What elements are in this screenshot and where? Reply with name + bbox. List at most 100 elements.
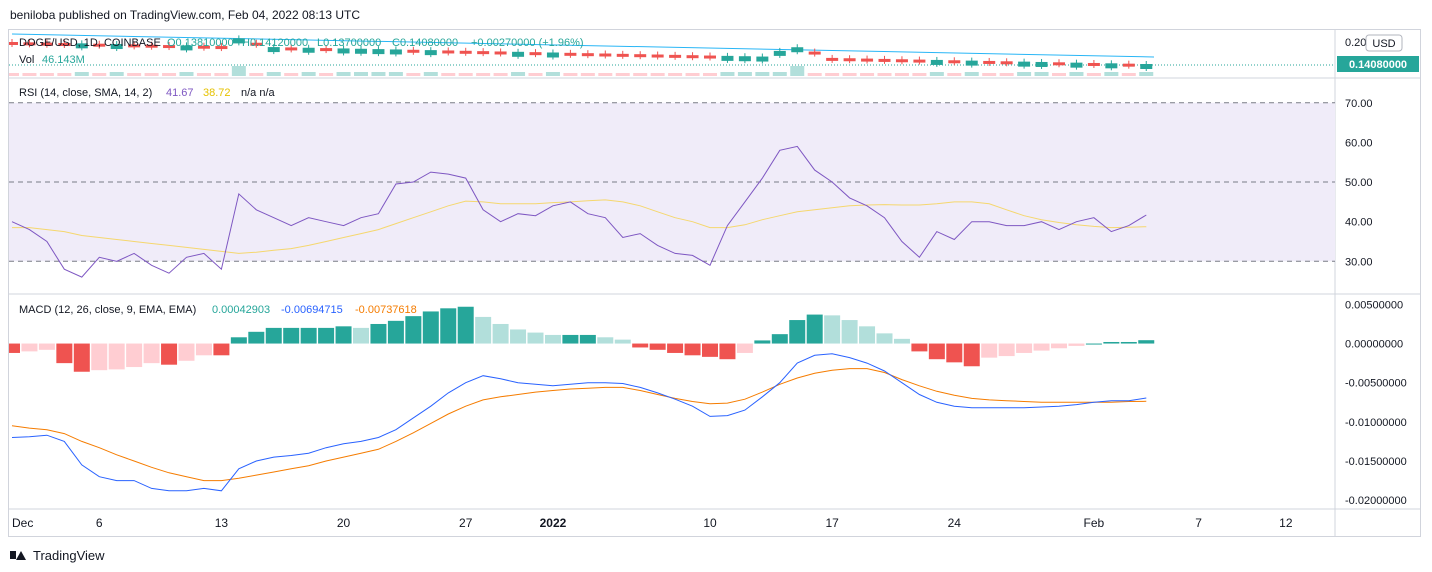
candle-body [913,59,926,63]
candle-body [1087,62,1100,66]
macd-histogram-bar [1051,343,1067,349]
volume-bar [388,72,403,76]
volume-bar [458,73,473,76]
macd-histogram-bar [108,343,125,370]
time-axis-label: 27 [459,516,473,530]
last-price-value: 0.14080000 [1349,59,1407,71]
candle-body [75,43,88,49]
candle-body [721,55,734,61]
time-axis-label: 24 [948,516,962,530]
candle-body [546,52,559,58]
candle-body [320,48,333,52]
volume-bar [842,73,857,76]
macd-histogram-bar [702,343,718,357]
candle-body [163,45,176,49]
trendline [11,33,1155,58]
macd-histogram-bar [527,332,544,344]
volume-bar [92,73,107,76]
time-axis-label: Feb [1084,516,1105,530]
price-legend-change: +0.00270000 (+1.96%) [471,37,584,49]
volume-bar [284,73,299,76]
candle-body [669,54,682,58]
candle-body [1070,62,1083,68]
volume-bar [615,73,630,76]
macd-tick-label: -0.02000000 [1345,495,1407,507]
macd-histogram-bar [946,343,963,363]
tradingview-logo-icon[interactable] [10,549,27,561]
macd-histogram-bar [597,337,614,344]
macd-legend-signal: -0.00737618 [355,304,417,316]
macd-histogram-bar [841,320,858,344]
candle-body [581,53,594,57]
rsi-pane[interactable]: 70.00 60.00 50.00 40.00 30.00 [9,98,1373,278]
volume-bar [22,73,37,76]
macd-tick-label: -0.01000000 [1345,417,1407,429]
time-axis-label: 2022 [540,516,567,530]
candle-body [948,60,961,64]
footer-brand[interactable]: TradingView [33,547,105,563]
macd-tick-label: 0.00000000 [1345,339,1403,351]
macd-line [11,353,1147,492]
currency-label: USD [1372,38,1395,50]
volume-bar [493,73,508,76]
macd-histogram-bar [126,343,143,368]
volume-bar [877,73,892,76]
rsi-tick-label: 40.00 [1345,217,1373,229]
volume-bar [406,73,421,76]
last-price-tag: 0.14080000 [1337,56,1419,72]
rsi-ma-legend-value: 38.72 [203,87,231,99]
volume-bar [1121,73,1136,76]
chart-container[interactable]: 70.00 60.00 50.00 40.00 30.00 0.00500000 0.00… [4,29,1421,537]
candle-body [564,52,577,56]
macd-histogram-bar [981,343,998,358]
volume-legend-label: Vol [19,54,34,66]
volume-bar [668,73,683,76]
price-axis-label: 0.20 [1345,37,1366,49]
macd-histogram-bar [318,327,335,344]
macd-legend: MACD (12, 26, close, 9, EMA, EMA) 0.0004… [19,304,417,316]
time-axis[interactable]: Dec 6 13 20 27 2022 10 17 24 Feb 7 12 [12,516,1293,530]
price-pane[interactable] [5,33,1335,76]
candle-body [895,59,908,63]
volume-bar [633,73,648,76]
macd-histogram-bar [876,333,893,344]
price-legend-symbol[interactable]: DOGE/USD, 1D, COINBASE [19,37,161,49]
macd-histogram-bar [928,343,945,360]
candle-body [704,55,716,59]
time-axis-label: 20 [337,516,351,530]
macd-histogram-bar [21,343,38,352]
macd-histogram-bar [754,340,771,344]
macd-legend-label[interactable]: MACD (12, 26, close, 9, EMA, EMA) [19,304,196,316]
volume-bar [737,72,752,76]
volume-bar [371,72,386,76]
currency-badge[interactable]: USD [1365,34,1403,52]
volume-bar [545,72,560,76]
volume-bar [5,73,19,76]
candle-body [791,47,804,53]
macd-histogram-bar [632,343,649,348]
macd-histogram-bar [300,327,317,344]
macd-pane[interactable]: 0.00500000 0.00000000 -0.00500000 -0.010000… [4,299,1407,507]
macd-histogram-bar [230,337,247,344]
macd-histogram-bar [579,334,596,344]
volume-bar [144,73,159,76]
candle-body [494,51,507,55]
candle-body [40,42,53,46]
candle-body [1018,61,1031,67]
time-axis-label: 12 [1279,516,1293,530]
macd-histogram-bar [335,326,352,344]
price-legend-close: C0.14080000 [392,37,458,49]
rsi-legend-label[interactable]: RSI (14, close, SMA, 14, 2) [19,87,152,99]
macd-histogram-bar [998,343,1015,357]
macd-histogram-bar [911,343,928,352]
volume-bar [982,73,997,76]
rsi-ma-line [12,199,1147,254]
time-axis-label: 13 [215,516,229,530]
volume-bar [790,66,805,76]
volume-legend-value: 46.143M [42,54,85,66]
macd-histogram-bar [56,343,73,364]
candle-body [512,51,525,57]
volume-bar [598,73,613,76]
candle-body [93,43,106,47]
